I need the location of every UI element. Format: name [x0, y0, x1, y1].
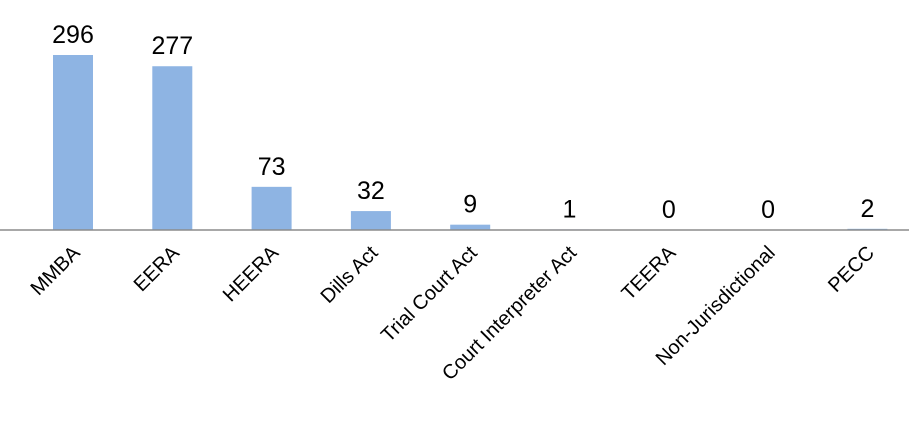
bar	[53, 55, 93, 230]
value-label: 9	[463, 191, 477, 219]
value-label: 0	[662, 196, 676, 224]
value-label: 296	[52, 21, 94, 49]
x-tick-label: HEERA	[219, 242, 284, 307]
x-tick-label: PECC	[824, 242, 879, 297]
x-tick-label: TEERA	[618, 242, 681, 305]
value-label: 2	[860, 195, 874, 223]
bar	[450, 224, 491, 230]
bar	[251, 186, 292, 230]
x-tick-label: MMBA	[27, 242, 85, 300]
x-tick-label: EERA	[130, 242, 185, 297]
value-label: 277	[151, 32, 193, 60]
bar	[152, 66, 193, 230]
value-label: 32	[357, 177, 385, 205]
bar	[350, 211, 391, 230]
value-label: 73	[258, 153, 286, 181]
value-label: 0	[761, 196, 775, 224]
x-tick-label: Dills Act	[317, 242, 383, 308]
x-tick-label: Trial Court Act	[377, 242, 482, 347]
value-label: 1	[563, 195, 577, 223]
